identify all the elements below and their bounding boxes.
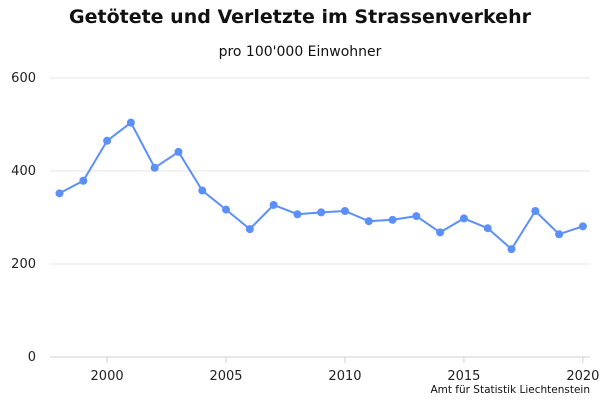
x-axis-labels: 2000 2005 2010 2015 2020 bbox=[91, 357, 599, 384]
data-point-2008 bbox=[293, 210, 302, 219]
data-point-2012 bbox=[388, 215, 397, 224]
data-point-2017 bbox=[507, 245, 516, 254]
data-point-2009 bbox=[317, 208, 326, 217]
data-point-2000 bbox=[103, 136, 112, 145]
data-point-2015 bbox=[459, 214, 468, 223]
data-point-2004 bbox=[198, 186, 207, 195]
data-point-2006 bbox=[245, 225, 254, 234]
y-tick-label: 0 bbox=[28, 350, 36, 365]
chart-subtitle: pro 100'000 Einwohner bbox=[218, 44, 382, 60]
chart-title: Getötete und Verletzte im Strassenverkeh… bbox=[69, 6, 531, 28]
y-tick-label: 400 bbox=[11, 164, 36, 179]
y-tick-label: 200 bbox=[11, 257, 36, 272]
data-point-2016 bbox=[483, 224, 492, 233]
x-tick-label: 2000 bbox=[91, 369, 124, 384]
x-tick-label: 2010 bbox=[328, 369, 361, 384]
data-point-2018 bbox=[531, 206, 540, 215]
x-tick-label: 2020 bbox=[566, 369, 599, 384]
series-line-0 bbox=[59, 121, 584, 251]
data-point-2011 bbox=[364, 217, 373, 226]
data-point-2005 bbox=[222, 205, 231, 214]
source-note: Amt für Statistik Liechtenstein bbox=[430, 384, 590, 396]
series-group bbox=[55, 118, 587, 254]
data-point-1999 bbox=[79, 176, 88, 185]
data-point-2007 bbox=[269, 200, 278, 209]
data-point-2019 bbox=[555, 230, 564, 239]
gridlines bbox=[50, 77, 590, 358]
y-axis-labels: 0 200 400 600 bbox=[11, 71, 36, 365]
x-tick-label: 2015 bbox=[447, 369, 480, 384]
x-tick-label: 2005 bbox=[209, 369, 242, 384]
data-point-2010 bbox=[340, 206, 349, 215]
data-point-2002 bbox=[150, 163, 159, 172]
data-point-2013 bbox=[412, 212, 421, 221]
data-point-2020 bbox=[578, 222, 587, 231]
data-point-2001 bbox=[126, 118, 135, 127]
data-point-2003 bbox=[174, 147, 183, 156]
data-point-1998 bbox=[55, 189, 64, 198]
data-point-2014 bbox=[436, 228, 445, 237]
y-tick-label: 600 bbox=[11, 71, 36, 86]
